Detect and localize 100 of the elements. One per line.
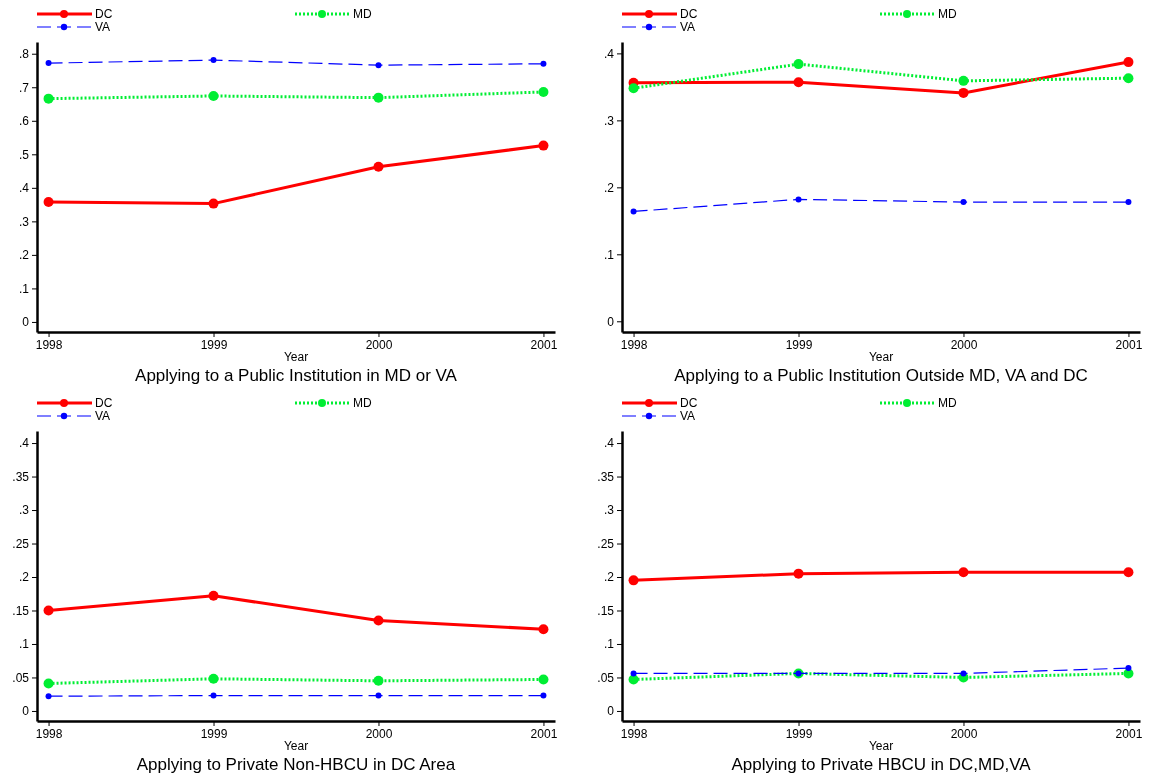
point xyxy=(43,93,54,104)
y-tick-label: .7 xyxy=(18,80,30,95)
y-tick-label: .15 xyxy=(12,603,30,618)
y-tick-label: .2 xyxy=(18,570,30,585)
legend-label: MD xyxy=(353,396,372,410)
point xyxy=(958,75,969,86)
point xyxy=(1125,665,1132,672)
legend-label: MD xyxy=(938,7,957,21)
x-tick-label: 2001 xyxy=(1115,726,1143,741)
legend-label: MD xyxy=(938,396,957,410)
point xyxy=(208,90,219,101)
y-tick-label: 0 xyxy=(607,314,615,329)
text: Applying to a Public Institution Outside MD, VA and DC xyxy=(674,366,1088,385)
point xyxy=(1123,57,1134,68)
x-tick-label: 2000 xyxy=(950,726,978,741)
legend-label: DC xyxy=(680,396,698,410)
point xyxy=(208,673,219,684)
x-tick-label: 1998 xyxy=(35,726,63,741)
point xyxy=(373,675,384,686)
point xyxy=(45,693,52,700)
y-tick-label: .2 xyxy=(603,180,615,195)
x-tick-label: 2000 xyxy=(365,337,393,352)
point xyxy=(373,615,384,626)
point xyxy=(793,568,804,579)
point xyxy=(795,196,802,203)
x-tick-label: 1998 xyxy=(35,337,63,352)
point xyxy=(793,77,804,88)
y-tick-label: .05 xyxy=(597,670,615,685)
x-tick-label: 2001 xyxy=(530,337,558,352)
y-tick-label: .25 xyxy=(597,536,615,551)
y-tick-label: .05 xyxy=(12,670,30,685)
x-tick-label: 2000 xyxy=(365,726,393,741)
y-tick-label: .1 xyxy=(603,637,615,652)
point xyxy=(960,670,967,677)
y-tick-label: 0 xyxy=(607,704,615,719)
y-tick-label: .4 xyxy=(603,46,615,61)
x-axis-title: Year xyxy=(283,739,309,753)
y-tick-label: 0 xyxy=(22,704,30,719)
point xyxy=(208,590,219,601)
y-tick-label: .1 xyxy=(603,247,615,262)
x-tick-label: 1998 xyxy=(620,337,648,352)
point xyxy=(960,199,967,206)
point xyxy=(628,83,639,94)
x-tick-label: 2001 xyxy=(530,726,558,741)
x-tick-label: 1998 xyxy=(620,726,648,741)
x-tick-label: 2000 xyxy=(950,337,978,352)
y-tick-label: .6 xyxy=(18,114,30,129)
point xyxy=(630,670,637,677)
y-tick-label: .2 xyxy=(18,248,30,263)
point xyxy=(43,678,54,689)
legend-label: DC xyxy=(680,7,698,21)
legend-label: VA xyxy=(680,409,696,423)
x-tick-label: 2001 xyxy=(1115,337,1143,352)
point xyxy=(958,87,969,98)
point xyxy=(1125,199,1132,206)
point xyxy=(208,198,219,209)
legend-label: VA xyxy=(95,20,111,34)
text: Applying to Private Non-HBCU in DC Area xyxy=(136,755,456,774)
point xyxy=(1123,73,1134,84)
legend-label: DC xyxy=(95,396,113,410)
point xyxy=(210,57,217,64)
legend-label: DC xyxy=(95,7,113,21)
point xyxy=(538,624,549,635)
point xyxy=(373,161,384,172)
y-tick-label: .4 xyxy=(18,181,30,196)
legend-label: MD xyxy=(353,7,372,21)
y-tick-label: .3 xyxy=(603,503,615,518)
point xyxy=(630,208,637,215)
y-tick-label: .25 xyxy=(12,536,30,551)
point xyxy=(375,62,382,69)
y-tick-label: .1 xyxy=(18,281,30,296)
y-tick-label: .3 xyxy=(603,113,615,128)
point xyxy=(538,86,549,97)
y-tick-label: .3 xyxy=(18,214,30,229)
point xyxy=(375,692,382,699)
x-tick-label: 1999 xyxy=(200,726,228,741)
point xyxy=(538,140,549,151)
point xyxy=(210,692,217,699)
x-tick-label: 1999 xyxy=(200,337,228,352)
y-tick-label: .2 xyxy=(603,570,615,585)
y-tick-label: .15 xyxy=(597,603,615,618)
point xyxy=(43,605,54,616)
y-tick-label: .35 xyxy=(12,469,30,484)
point xyxy=(373,92,384,103)
legend-label: VA xyxy=(95,409,111,423)
y-tick-label: .1 xyxy=(18,637,30,652)
point xyxy=(1123,567,1134,578)
y-tick-label: .8 xyxy=(18,47,30,62)
y-tick-label: .4 xyxy=(18,436,30,451)
y-tick-label: .35 xyxy=(597,469,615,484)
x-tick-label: 1999 xyxy=(785,337,813,352)
x-tick-label: 1999 xyxy=(785,726,813,741)
point xyxy=(540,60,547,67)
y-tick-label: .4 xyxy=(603,436,615,451)
point xyxy=(45,60,52,67)
point xyxy=(628,575,639,586)
point xyxy=(43,196,54,207)
x-axis-title: Year xyxy=(868,739,894,753)
y-tick-label: .5 xyxy=(18,147,30,162)
point xyxy=(540,692,547,699)
